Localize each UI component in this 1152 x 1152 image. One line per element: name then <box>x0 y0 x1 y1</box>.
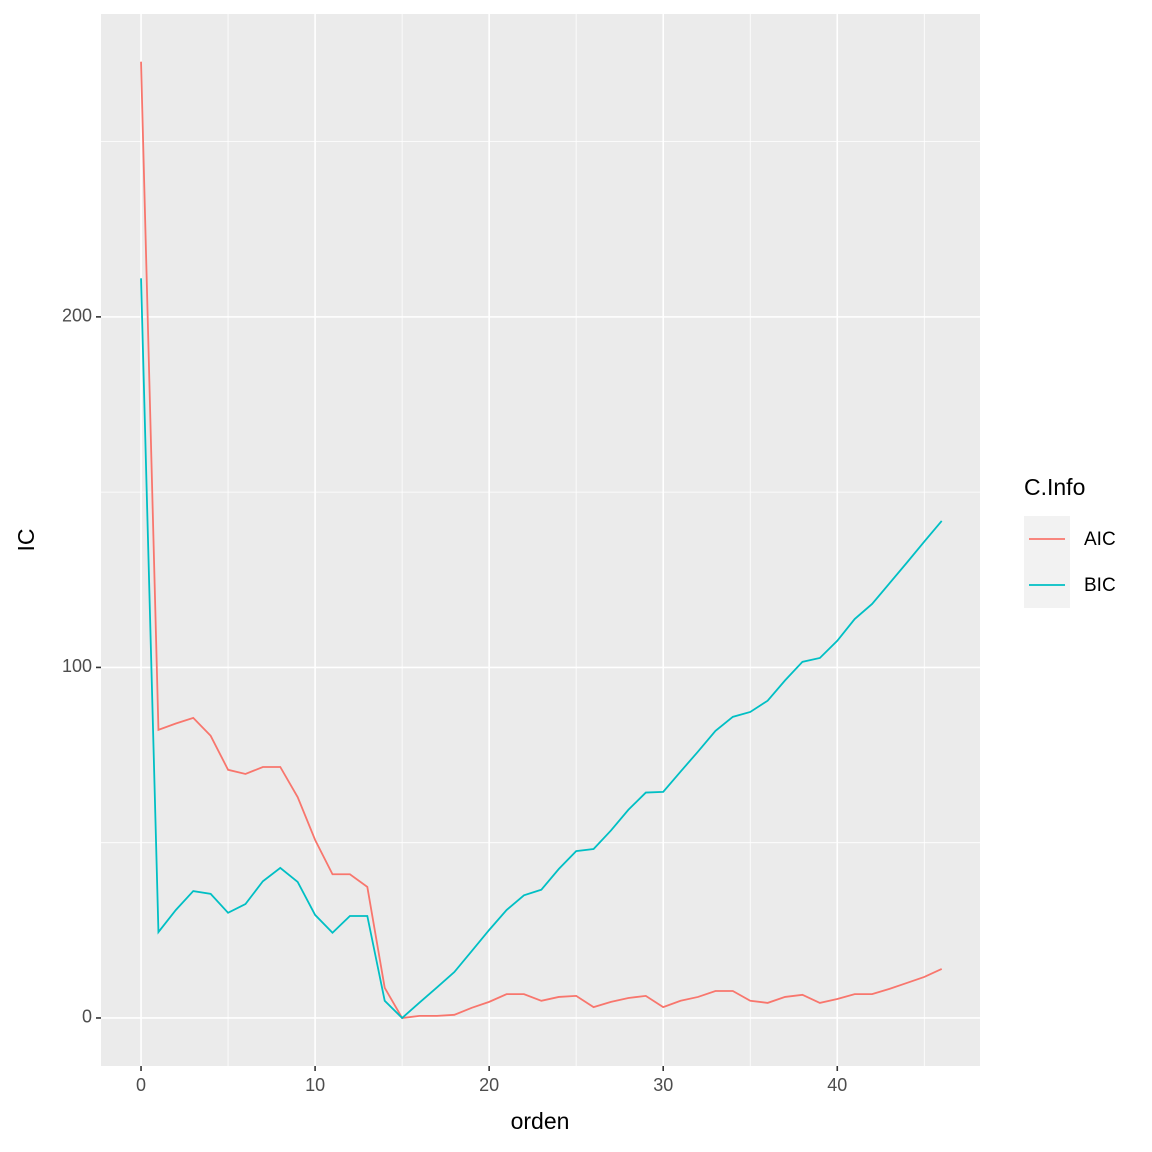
x-tick-label: 10 <box>305 1075 325 1095</box>
y-tick-label: 200 <box>62 306 92 326</box>
y-axis-title: IC <box>13 529 39 552</box>
x-tick-label: 0 <box>136 1075 146 1095</box>
legend-label: BIC <box>1084 575 1116 596</box>
x-tick-label: 40 <box>827 1075 847 1095</box>
y-tick-label: 100 <box>62 656 92 676</box>
legend-label: AIC <box>1084 529 1116 550</box>
line <box>140 61 943 1019</box>
legend: C.Info AIC BIC <box>1024 474 1116 608</box>
grid <box>101 14 980 1066</box>
x-tick-label: 30 <box>653 1075 673 1095</box>
legend-title: C.Info <box>1024 474 1085 500</box>
axes: 0 100 200 0 10 20 30 40 <box>62 306 847 1095</box>
x-tick-label: 20 <box>479 1075 499 1095</box>
y-tick-label: 0 <box>82 1007 92 1027</box>
x-axis-title: orden <box>511 1108 570 1134</box>
lines <box>140 61 943 1020</box>
panel <box>101 14 980 1066</box>
line <box>140 278 943 1020</box>
